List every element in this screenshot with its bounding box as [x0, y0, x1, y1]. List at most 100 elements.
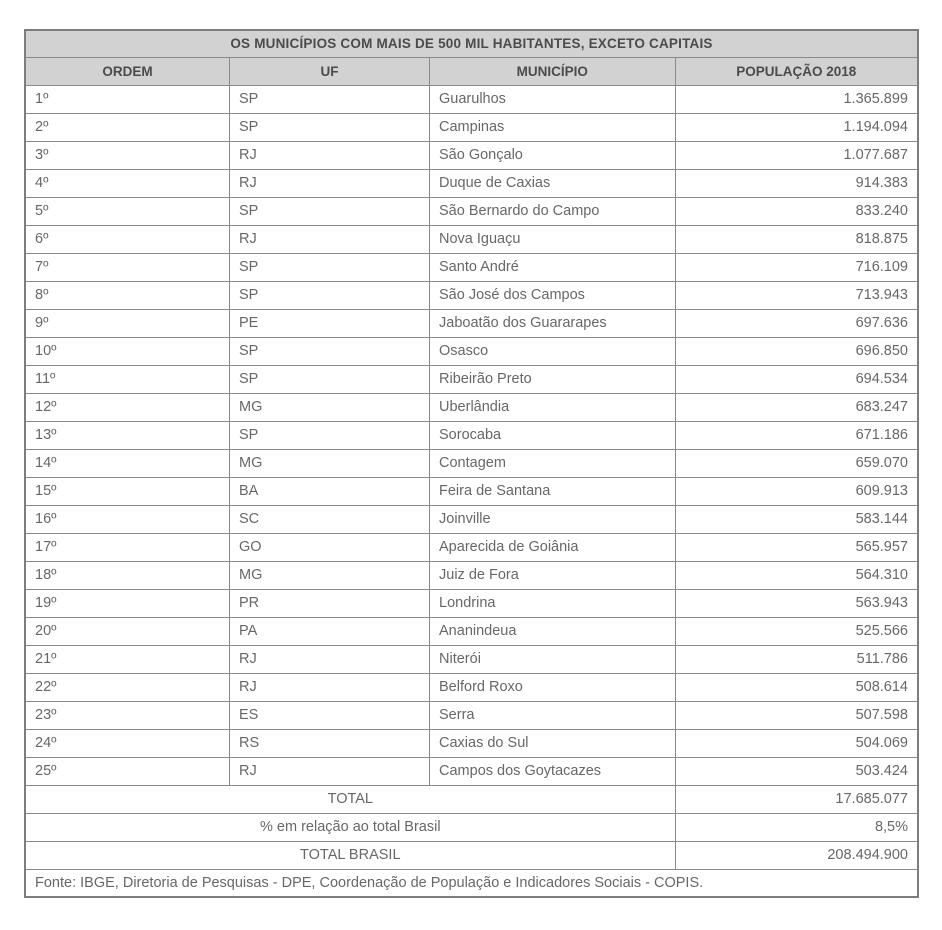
table-row: 8º SP São José dos Campos 713.943 — [24, 280, 919, 310]
table-body: 1º SP Guarulhos 1.365.899 2º SP Campinas… — [24, 84, 919, 786]
population-cell: 694.534 — [674, 364, 919, 394]
uf-cell: SP — [228, 252, 431, 282]
ordem-cell: 1º — [24, 84, 230, 114]
ordem-cell: 10º — [24, 336, 230, 366]
source-row: Fonte: IBGE, Diretoria de Pesquisas - DP… — [24, 868, 919, 898]
municipio-cell: São José dos Campos — [429, 280, 676, 310]
table-row: 17º GO Aparecida de Goiânia 565.957 — [24, 532, 919, 562]
uf-cell: MG — [228, 560, 431, 590]
municipio-cell: Feira de Santana — [429, 476, 676, 506]
table-row: 14º MG Contagem 659.070 — [24, 448, 919, 478]
uf-cell: RJ — [228, 140, 431, 170]
ordem-cell: 7º — [24, 252, 230, 282]
summary-row: TOTAL 17.685.077 — [24, 784, 919, 814]
municipio-cell: Ribeirão Preto — [429, 364, 676, 394]
uf-cell: BA — [228, 476, 431, 506]
table-row: 24º RS Caxias do Sul 504.069 — [24, 728, 919, 758]
summary-row: TOTAL BRASIL 208.494.900 — [24, 840, 919, 870]
population-cell: 508.614 — [674, 672, 919, 702]
ordem-cell: 5º — [24, 196, 230, 226]
table-row: 18º MG Juiz de Fora 564.310 — [24, 560, 919, 590]
population-cell: 609.913 — [674, 476, 919, 506]
summary-label: % em relação ao total Brasil — [24, 812, 676, 842]
municipio-cell: Caxias do Sul — [429, 728, 676, 758]
table-summary: TOTAL 17.685.077 % em relação ao total B… — [24, 784, 919, 870]
population-cell: 503.424 — [674, 756, 919, 786]
population-cell: 565.957 — [674, 532, 919, 562]
population-cell: 713.943 — [674, 280, 919, 310]
table-row: 19º PR Londrina 563.943 — [24, 588, 919, 618]
municipio-cell: Joinville — [429, 504, 676, 534]
municipio-cell: Osasco — [429, 336, 676, 366]
uf-cell: MG — [228, 392, 431, 422]
uf-cell: PE — [228, 308, 431, 338]
municipalities-table-container: OS MUNICÍPIOS COM MAIS DE 500 MIL HABITA… — [24, 29, 919, 898]
ordem-cell: 9º — [24, 308, 230, 338]
municipio-cell: Juiz de Fora — [429, 560, 676, 590]
ordem-cell: 16º — [24, 504, 230, 534]
table-title-row: OS MUNICÍPIOS COM MAIS DE 500 MIL HABITA… — [24, 29, 919, 58]
ordem-cell: 19º — [24, 588, 230, 618]
municipio-cell: Londrina — [429, 588, 676, 618]
uf-cell: RS — [228, 728, 431, 758]
municipio-cell: Niterói — [429, 644, 676, 674]
column-header-uf: UF — [228, 56, 431, 86]
table-row: 6º RJ Nova Iguaçu 818.875 — [24, 224, 919, 254]
ordem-cell: 17º — [24, 532, 230, 562]
ordem-cell: 4º — [24, 168, 230, 198]
uf-cell: ES — [228, 700, 431, 730]
table-row: 9º PE Jaboatão dos Guararapes 697.636 — [24, 308, 919, 338]
population-cell: 525.566 — [674, 616, 919, 646]
table-row: 2º SP Campinas 1.194.094 — [24, 112, 919, 142]
municipio-cell: Uberlândia — [429, 392, 676, 422]
population-cell: 833.240 — [674, 196, 919, 226]
population-cell: 504.069 — [674, 728, 919, 758]
population-cell: 914.383 — [674, 168, 919, 198]
ordem-cell: 15º — [24, 476, 230, 506]
population-cell: 659.070 — [674, 448, 919, 478]
summary-row: % em relação ao total Brasil 8,5% — [24, 812, 919, 842]
table-row: 22º RJ Belford Roxo 508.614 — [24, 672, 919, 702]
population-cell: 583.144 — [674, 504, 919, 534]
population-cell: 1.365.899 — [674, 84, 919, 114]
uf-cell: SP — [228, 336, 431, 366]
ordem-cell: 11º — [24, 364, 230, 394]
table-title: OS MUNICÍPIOS COM MAIS DE 500 MIL HABITA… — [24, 29, 919, 58]
population-cell: 818.875 — [674, 224, 919, 254]
table-row: 3º RJ São Gonçalo 1.077.687 — [24, 140, 919, 170]
uf-cell: RJ — [228, 168, 431, 198]
municipio-cell: Guarulhos — [429, 84, 676, 114]
table-row: 20º PA Ananindeua 525.566 — [24, 616, 919, 646]
municipio-cell: Serra — [429, 700, 676, 730]
municipio-cell: Campos dos Goytacazes — [429, 756, 676, 786]
population-cell: 511.786 — [674, 644, 919, 674]
column-header-ordem: ORDEM — [24, 56, 230, 86]
population-cell: 507.598 — [674, 700, 919, 730]
population-cell: 671.186 — [674, 420, 919, 450]
ordem-cell: 6º — [24, 224, 230, 254]
uf-cell: PA — [228, 616, 431, 646]
summary-value: 208.494.900 — [674, 840, 919, 870]
table-row: 21º RJ Niterói 511.786 — [24, 644, 919, 674]
table-header-row: ORDEM UF MUNICÍPIO POPULAÇÃO 2018 — [24, 56, 919, 86]
municipio-cell: Sorocaba — [429, 420, 676, 450]
population-cell: 716.109 — [674, 252, 919, 282]
table-row: 13º SP Sorocaba 671.186 — [24, 420, 919, 450]
municipio-cell: Nova Iguaçu — [429, 224, 676, 254]
table-row: 1º SP Guarulhos 1.365.899 — [24, 84, 919, 114]
table-row: 10º SP Osasco 696.850 — [24, 336, 919, 366]
uf-cell: RJ — [228, 644, 431, 674]
uf-cell: SP — [228, 420, 431, 450]
ordem-cell: 3º — [24, 140, 230, 170]
municipio-cell: Jaboatão dos Guararapes — [429, 308, 676, 338]
municipio-cell: Aparecida de Goiânia — [429, 532, 676, 562]
population-cell: 697.636 — [674, 308, 919, 338]
municipio-cell: Duque de Caxias — [429, 168, 676, 198]
table-row: 11º SP Ribeirão Preto 694.534 — [24, 364, 919, 394]
municipalities-table: OS MUNICÍPIOS COM MAIS DE 500 MIL HABITA… — [24, 29, 919, 898]
ordem-cell: 13º — [24, 420, 230, 450]
ordem-cell: 21º — [24, 644, 230, 674]
uf-cell: SC — [228, 504, 431, 534]
table-row: 12º MG Uberlândia 683.247 — [24, 392, 919, 422]
ordem-cell: 8º — [24, 280, 230, 310]
